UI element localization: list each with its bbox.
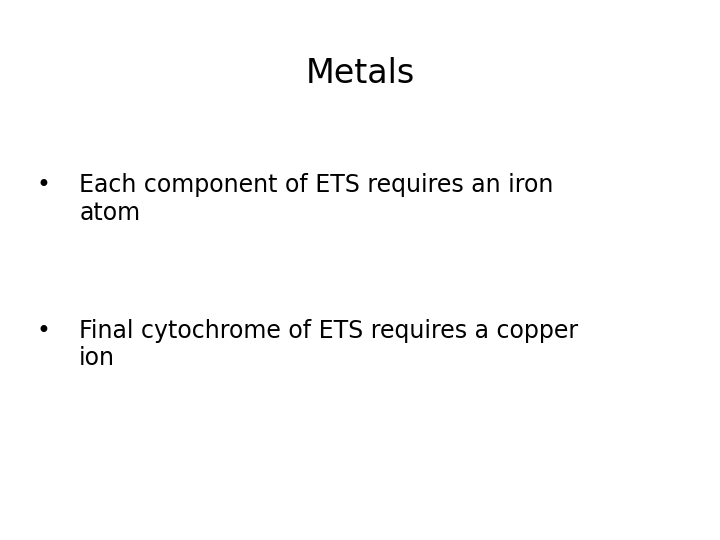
Text: Each component of ETS requires an iron
atom: Each component of ETS requires an iron a…: [79, 173, 554, 225]
Text: •: •: [36, 319, 50, 342]
Text: Final cytochrome of ETS requires a copper
ion: Final cytochrome of ETS requires a coppe…: [79, 319, 578, 370]
Text: •: •: [36, 173, 50, 197]
Text: Metals: Metals: [305, 57, 415, 90]
